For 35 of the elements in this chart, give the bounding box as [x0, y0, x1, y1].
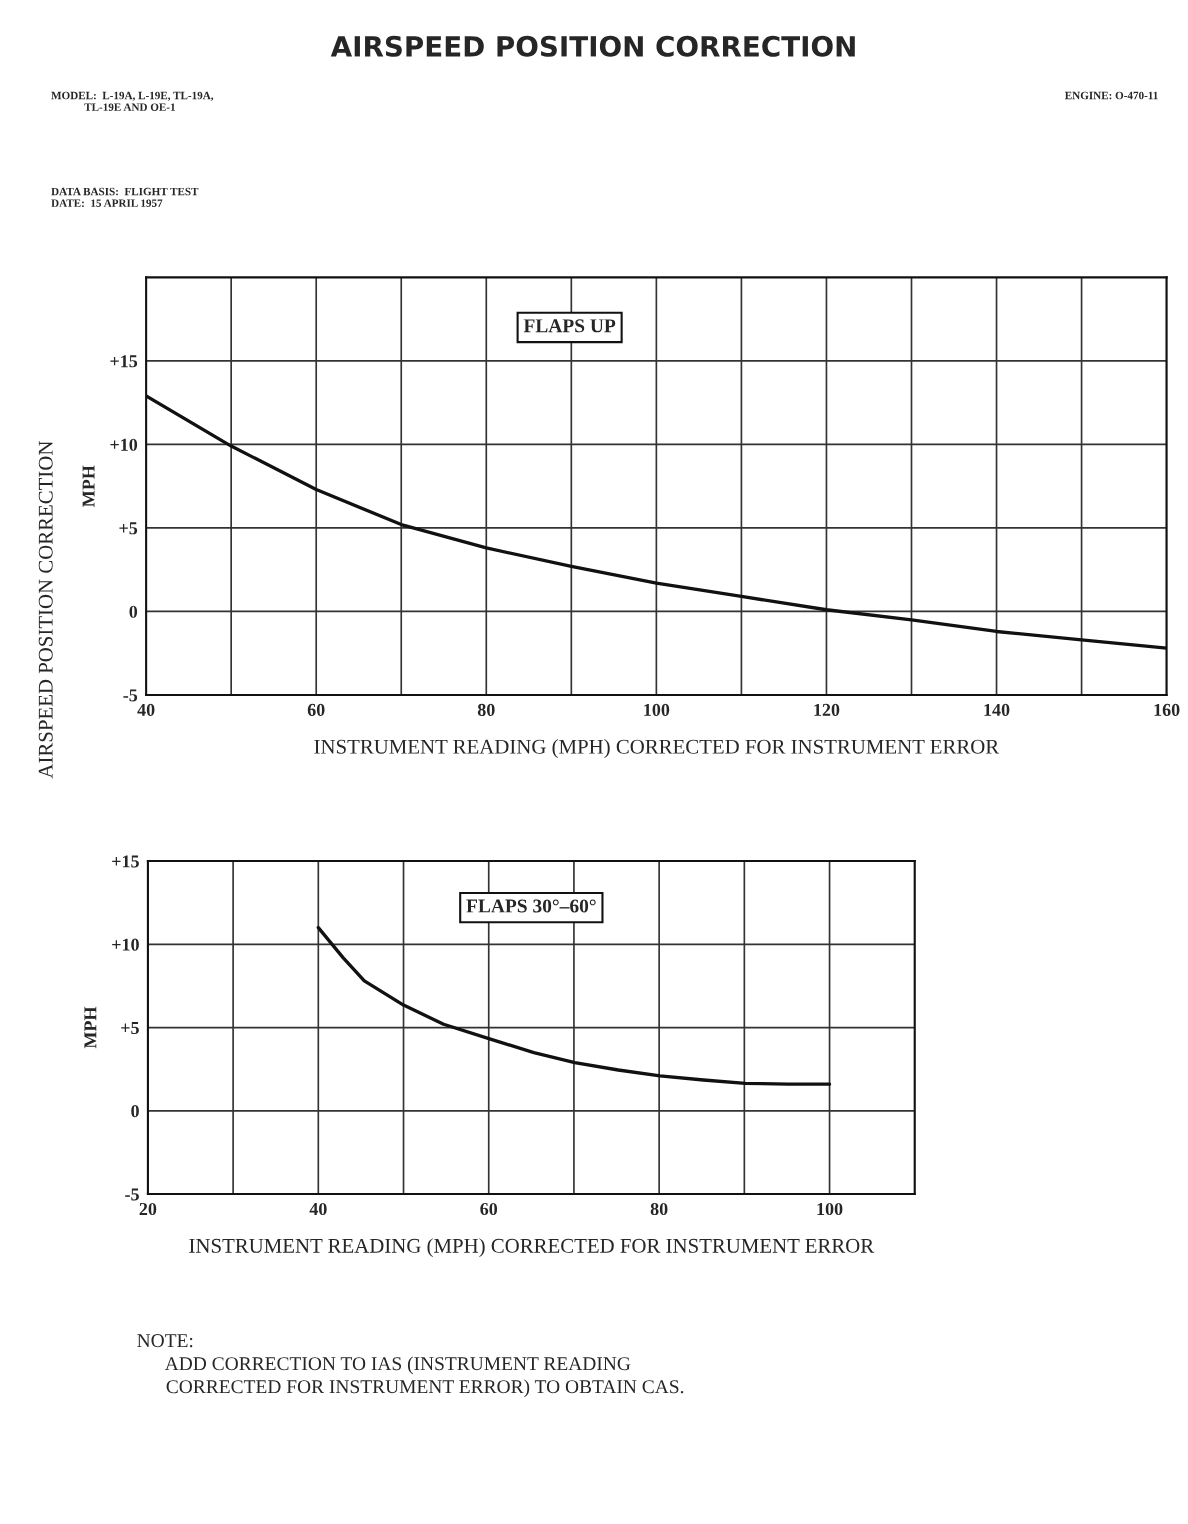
- y-tick-label: +5: [121, 1022, 139, 1034]
- x-tick-label: 100: [817, 1202, 843, 1216]
- y-tick-label: +15: [110, 355, 138, 368]
- x-tick-label: 40: [309, 1202, 327, 1216]
- y-tick-label: 0: [131, 1105, 139, 1118]
- x-tick-label: 60: [307, 703, 325, 716]
- x-tick-label: 100: [644, 703, 670, 716]
- x-tick-label: 80: [477, 703, 495, 716]
- y-tick-label: +5: [119, 522, 138, 535]
- x-tick-label: 40: [137, 703, 155, 716]
- line-series: [316, 925, 832, 1086]
- x-axis-title: INSTRUMENT READING (MPH) CORRECTED FOR INSTRUMENT ERROR: [314, 739, 1000, 758]
- text: DATA BASIS: FLIGHT TEST DATE: 15 APRIL 1957: [51, 187, 199, 207]
- chart-title: AIRSPEED POSITION CORRECTION: [330, 35, 855, 57]
- text: AIRSPEED POSITION CORRECTION: [38, 441, 53, 779]
- x-tick-label: 60: [480, 1202, 498, 1216]
- y-tick-label: 0: [129, 605, 138, 618]
- y-tick-label: +15: [112, 855, 139, 868]
- x-axis-title: INSTRUMENT READING (MPH) CORRECTED FOR INSTRUMENT ERROR: [189, 1238, 875, 1258]
- text: ENGINE: O-470-11: [1064, 91, 1158, 100]
- x-tick-label: 20: [139, 1202, 157, 1216]
- y-tick-label: +10: [112, 938, 139, 951]
- x-tick-label: 160: [1154, 703, 1180, 716]
- y-tick-label: -5: [125, 1188, 139, 1201]
- text: MODEL: L-19A, L-19E, TL-19A, TL-19E AND OE-1: [51, 91, 214, 111]
- y-axis-title: MPH: [82, 465, 95, 507]
- x-tick-label: 80: [650, 1202, 668, 1216]
- x-tick-label: 120: [814, 703, 840, 716]
- x-tick-label: 140: [984, 703, 1010, 716]
- annotation: FLAPS UP: [523, 319, 616, 333]
- text: NOTE: ADD CORRECTION TO IAS (INSTRUMENT READING CORRECTED FOR INSTRUMENT ERROR) TO OBTAIN CAS.: [137, 1334, 684, 1398]
- y-axis-title: MPH: [84, 1006, 97, 1049]
- annotation: FLAPS 30°–60°: [466, 899, 596, 913]
- y-tick-label: +10: [110, 438, 138, 451]
- y-tick-label: -5: [123, 689, 138, 702]
